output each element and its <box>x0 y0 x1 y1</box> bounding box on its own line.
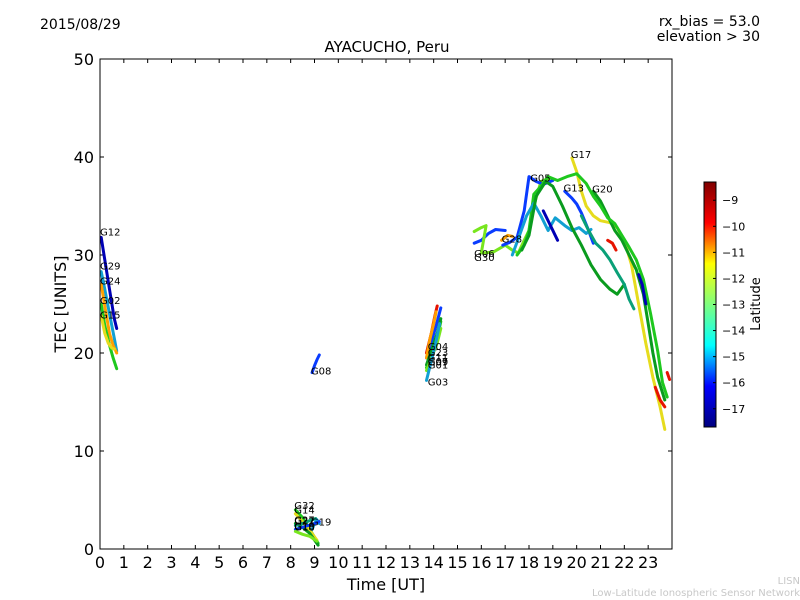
x-tick-label: 5 <box>214 553 224 572</box>
chart-title: AYACUCHO, Peru <box>324 38 449 56</box>
satellite-track-g28 <box>500 233 514 242</box>
colorbar-tick-label: −9 <box>722 194 738 207</box>
satellite-track <box>665 371 672 381</box>
satellite-track <box>653 385 667 409</box>
x-tick-label: 11 <box>352 553 372 572</box>
y-axis-label: TEC [UNITS] <box>51 256 70 354</box>
lisn-credit: LISN <box>777 576 800 587</box>
y-tick-label: 0 <box>84 540 94 559</box>
x-tick-label: 10 <box>328 553 348 572</box>
rx-bias-label: rx_bias = 53.0 <box>658 14 760 30</box>
satellite-track-g18 <box>293 520 321 531</box>
x-tick-label: 18 <box>519 553 539 572</box>
x-tick-label: 6 <box>238 553 248 572</box>
y-tick-label: 30 <box>74 246 94 265</box>
series-label-g08: G08 <box>311 367 331 378</box>
series-label-g15: G15 <box>100 311 120 322</box>
x-tick-label: 0 <box>95 553 105 572</box>
x-tick-label: 4 <box>190 553 200 572</box>
colorbar-tick-label: −14 <box>722 325 745 338</box>
satellite-track <box>520 180 626 296</box>
y-tick-label: 40 <box>74 148 94 167</box>
colorbar-tick-label: −16 <box>722 377 745 390</box>
satellite-track <box>510 201 593 257</box>
series-label-g07: G07 <box>428 357 448 368</box>
x-tick-label: 19 <box>543 553 563 572</box>
x-tick-label: 7 <box>262 553 272 572</box>
x-tick-label: 20 <box>566 553 586 572</box>
x-tick-label: 16 <box>471 553 491 572</box>
series-label-g19: G19 <box>311 517 331 528</box>
y-tick-label: 50 <box>74 50 94 69</box>
series-label-g30: G30 <box>474 253 494 264</box>
satellite-track <box>606 238 618 252</box>
satellite-track-g06 <box>472 228 507 245</box>
series-label-g04: G04 <box>428 342 448 353</box>
colorbar-tick-label: −15 <box>722 351 745 364</box>
series-label-g29: G29 <box>100 262 120 273</box>
elevation-label: elevation > 30 <box>656 29 760 45</box>
series-label-g13: G13 <box>564 183 584 194</box>
series-label-g32: G32 <box>294 501 314 512</box>
x-axis-label: Time [UT] <box>346 575 425 594</box>
series-label-g06: G06 <box>474 249 494 260</box>
satellite-track <box>637 273 648 306</box>
colorbar-tick-label: −11 <box>722 246 745 259</box>
satellite-track <box>579 214 636 311</box>
x-tick-label: 3 <box>166 553 176 572</box>
colorbar-label: Latitude <box>749 277 764 331</box>
series-label-g16: G16 <box>294 521 314 532</box>
satellite-track <box>541 209 560 242</box>
series-label-g17: G17 <box>571 150 591 161</box>
x-tick-label: 12 <box>376 553 396 572</box>
series-label-g03: G03 <box>428 377 448 388</box>
y-tick-label: 20 <box>74 344 94 363</box>
lisn-full-credit: Low-Latitude Ionospheric Sensor Network <box>592 588 800 599</box>
x-tick-label: 17 <box>495 553 515 572</box>
series-label-g05: G05 <box>530 174 550 185</box>
x-tick-label: 1 <box>119 553 129 572</box>
x-tick-label: 15 <box>447 553 467 572</box>
series-label-g22: G22 <box>294 517 314 528</box>
series-label-g14: G14 <box>294 506 314 517</box>
satellite-track-g27 <box>293 517 318 527</box>
x-tick-label: 14 <box>423 553 443 572</box>
satellite-track-g08 <box>310 353 321 375</box>
y-tick-label: 10 <box>74 442 94 461</box>
date-label: 2015/08/29 <box>40 17 121 33</box>
colorbar-tick-label: −17 <box>722 403 745 416</box>
series-label-g24: G24 <box>100 276 120 287</box>
satellite-track-g13 <box>563 189 595 245</box>
x-tick-label: 8 <box>286 553 296 572</box>
series-label-g02: G02 <box>100 296 120 307</box>
x-tick-label: 23 <box>638 553 658 572</box>
colorbar-tick-label: −10 <box>722 220 745 233</box>
series-label-g01: G01 <box>428 361 448 372</box>
satellite-track-g03 <box>425 322 442 382</box>
satellite-track-g11 <box>425 310 438 360</box>
x-tick-label: 2 <box>143 553 153 572</box>
satellite-track-g15 <box>99 314 116 351</box>
colorbar-tick-label: −13 <box>722 299 745 312</box>
x-tick-label: 9 <box>309 553 319 572</box>
series-label-g23: G23 <box>428 348 448 359</box>
x-tick-label: 21 <box>590 553 610 572</box>
series-label-g27: G27 <box>294 516 314 527</box>
series-label-g20: G20 <box>592 184 612 195</box>
series-label-g11: G11 <box>428 353 448 364</box>
plot-frame <box>99 58 673 550</box>
satellite-track-g16 <box>293 529 319 543</box>
satellite-track <box>515 172 669 399</box>
colorbar-tick-label: −12 <box>722 272 745 285</box>
satellite-track-g12 <box>99 235 119 330</box>
series-label-g28: G28 <box>502 234 522 245</box>
satellite-track-g29 <box>99 270 119 353</box>
series-label-g12: G12 <box>100 227 120 238</box>
series-label-g18: G18 <box>294 522 314 533</box>
x-tick-label: 22 <box>614 553 634 572</box>
series-label-g09: G09 <box>428 358 448 369</box>
x-tick-label: 13 <box>400 553 420 572</box>
